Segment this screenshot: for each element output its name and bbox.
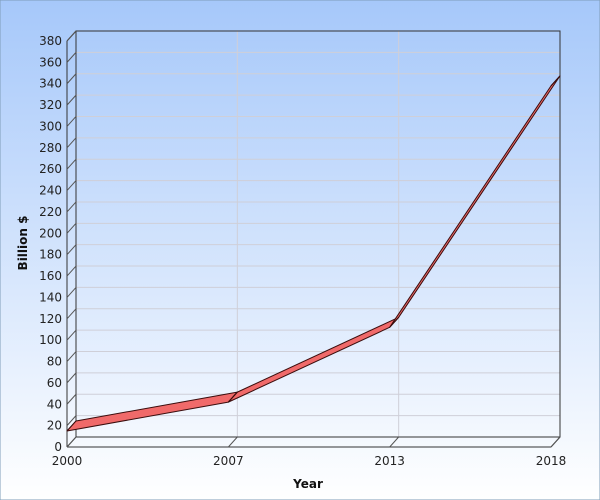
data-point — [66, 420, 77, 432]
y-tick-mark — [66, 180, 77, 191]
x-tick-mark — [389, 436, 400, 448]
y-tick-mark — [66, 287, 77, 298]
y-tick-label: 80 — [47, 355, 62, 369]
x-tick-mark — [550, 436, 561, 448]
y-tick-label: 100 — [39, 333, 62, 347]
x-tick-label: 2018 — [536, 454, 567, 468]
y-tick-label: 40 — [47, 397, 62, 411]
y-tick-label: 20 — [47, 419, 62, 433]
y-tick-label: 260 — [39, 162, 62, 176]
x-axis: 2000 2007 2013 2018 — [52, 436, 567, 468]
y-tick-label: 280 — [39, 141, 62, 155]
y-tick-label: 180 — [39, 248, 62, 262]
y-tick-label: 120 — [39, 312, 62, 326]
y-tick-label: 60 — [47, 376, 62, 390]
y-tick-label: 240 — [39, 184, 62, 198]
x-tick-mark — [66, 436, 77, 448]
y-tick-mark — [66, 393, 77, 405]
y-tick-mark — [66, 415, 77, 426]
y-tick-label: 220 — [39, 205, 62, 219]
data-point — [389, 317, 400, 328]
back-wall — [75, 30, 561, 438]
y-tick-label: 0 — [54, 440, 62, 454]
y-tick-mark — [66, 52, 77, 63]
y-tick-mark — [66, 308, 77, 320]
y-tick-mark — [66, 137, 77, 149]
y-tick-mark — [66, 265, 77, 277]
y-tick-mark — [66, 94, 77, 106]
y-tick-mark — [66, 201, 77, 213]
y-tick-label: 160 — [39, 269, 62, 283]
x-axis-title: Year — [292, 477, 323, 491]
y-tick-mark — [66, 372, 77, 384]
y-tick-label: 320 — [39, 98, 62, 112]
data-point — [550, 75, 561, 87]
y-tick-label: 340 — [39, 77, 62, 91]
y-tick-mark — [66, 222, 77, 234]
y-axis-title: Billion $ — [16, 216, 30, 271]
x-tick-label: 2013 — [374, 454, 405, 468]
y-axis: 0 20 40 60 80 100 120 140 160 180 200 220 240 260 280 3… — [39, 30, 77, 454]
x-tick-label: 2000 — [52, 454, 83, 468]
x-tick-mark — [227, 436, 238, 448]
y-tick-mark — [66, 329, 77, 341]
y-tick-mark — [66, 351, 77, 362]
y-tick-mark — [66, 116, 77, 127]
y-tick-mark — [66, 73, 77, 85]
y-tick-label: 140 — [39, 290, 62, 304]
y-tick-label: 300 — [39, 119, 62, 133]
x-tick-label: 2007 — [213, 454, 244, 468]
y-tick-mark — [66, 158, 77, 170]
data-point — [227, 391, 238, 403]
y-tick-label: 200 — [39, 226, 62, 240]
plot-frame — [66, 30, 561, 448]
y-tick-label: 360 — [39, 55, 62, 69]
y-tick-label: 380 — [39, 34, 62, 48]
series-layer — [66, 75, 561, 432]
y-tick-mark — [66, 30, 77, 42]
y-tick-mark — [66, 244, 77, 256]
